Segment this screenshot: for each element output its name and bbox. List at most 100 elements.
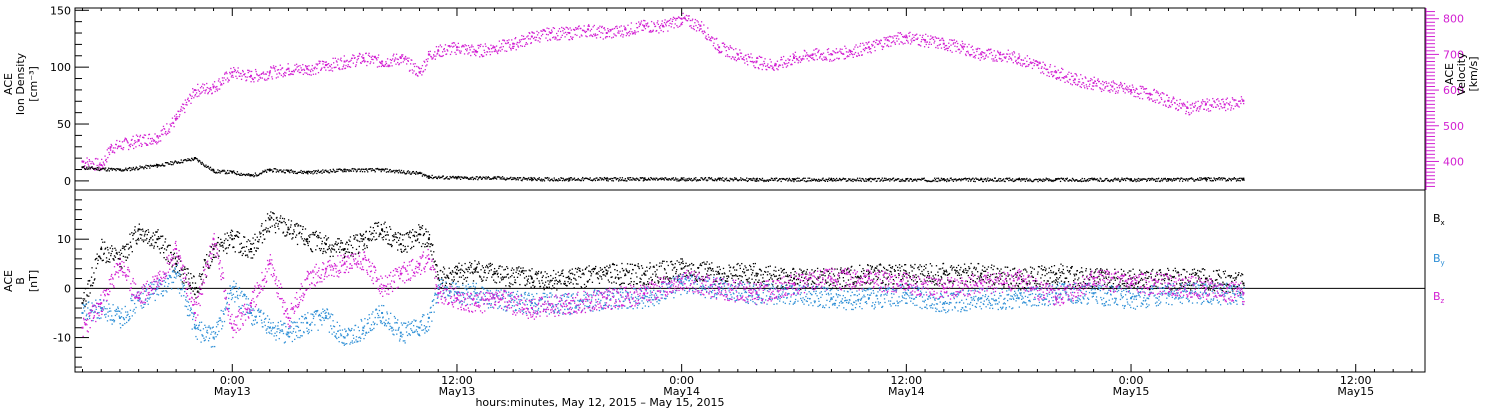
- velocity-sample: [505, 42, 507, 45]
- bx-sample: [427, 231, 429, 233]
- velocity-sample: [1195, 109, 1198, 112]
- velocity-sample: [368, 52, 370, 55]
- bx-sample: [268, 231, 271, 233]
- velocity-sample: [1021, 59, 1023, 61]
- density-sample: [615, 177, 617, 179]
- velocity-sample: [1012, 62, 1014, 64]
- bx-sample: [336, 244, 338, 246]
- velocity-sample: [130, 139, 133, 141]
- velocity-sample: [653, 22, 655, 24]
- density-sample: [568, 180, 570, 182]
- bx-sample: [123, 247, 125, 249]
- bx-sample: [285, 235, 287, 237]
- bx-sample: [248, 249, 250, 251]
- velocity-sample: [827, 51, 829, 53]
- velocity-sample: [940, 39, 942, 41]
- velocity-sample: [487, 47, 489, 49]
- density-sample: [1116, 178, 1118, 180]
- density-sample: [910, 178, 913, 181]
- velocity-sample: [291, 73, 293, 75]
- density-sample: [1214, 178, 1216, 180]
- bx-sample: [345, 251, 347, 253]
- density-sample: [488, 176, 490, 179]
- velocity-sample: [964, 53, 967, 55]
- bx-sample: [520, 271, 522, 273]
- velocity-sample: [881, 45, 883, 47]
- velocity-sample: [565, 26, 567, 28]
- velocity-sample: [1154, 99, 1156, 102]
- bx-sample: [220, 242, 222, 244]
- velocity-sample: [691, 19, 693, 22]
- velocity-sample: [354, 65, 357, 68]
- density-sample: [492, 177, 494, 179]
- density-sample: [501, 176, 504, 178]
- right-tick-label: 600: [1443, 84, 1464, 97]
- density-sample: [379, 168, 381, 170]
- bx-sample: [187, 268, 189, 270]
- velocity-sample: [539, 41, 541, 43]
- velocity-sample: [1008, 58, 1010, 60]
- density-sample: [1149, 178, 1152, 180]
- velocity-sample: [97, 168, 99, 170]
- density-sample: [955, 180, 958, 182]
- density-sample: [1021, 179, 1023, 181]
- velocity-sample: [1220, 105, 1222, 108]
- velocity-sample: [485, 54, 488, 56]
- bx-sample: [591, 269, 593, 271]
- velocity-sample: [606, 32, 608, 34]
- density-sample: [749, 178, 751, 180]
- bx-sample: [426, 245, 428, 248]
- velocity-sample: [1101, 88, 1103, 90]
- density-sample: [174, 160, 176, 162]
- density-sample: [104, 167, 107, 169]
- density-sample: [479, 175, 481, 178]
- velocity-sample: [903, 36, 905, 38]
- velocity-sample: [1080, 86, 1082, 89]
- density-sample: [546, 176, 549, 179]
- density-sample: [954, 178, 956, 181]
- density-sample: [687, 179, 689, 182]
- density-sample: [659, 178, 661, 180]
- density-sample: [1062, 177, 1065, 180]
- bx-sample: [255, 250, 257, 252]
- density-sample: [394, 170, 397, 172]
- density-sample: [650, 177, 653, 180]
- density-sample: [984, 179, 986, 181]
- velocity-sample: [601, 25, 603, 28]
- velocity-sample: [759, 56, 762, 58]
- velocity-sample: [978, 48, 981, 50]
- density-sample: [797, 180, 800, 182]
- velocity-sample: [362, 54, 364, 56]
- density-sample: [675, 178, 677, 180]
- density-sample: [163, 165, 165, 167]
- velocity-sample: [125, 138, 128, 140]
- velocity-sample: [739, 49, 741, 51]
- velocity-sample: [693, 28, 695, 31]
- bx-sample: [380, 223, 382, 226]
- density-sample: [782, 177, 785, 180]
- bx-sample: [147, 229, 149, 231]
- bx-sample: [599, 267, 602, 269]
- density-sample: [408, 172, 410, 174]
- density-sample: [1030, 180, 1032, 182]
- density-sample: [1148, 177, 1150, 180]
- density-sample: [86, 168, 89, 170]
- velocity-sample: [1044, 64, 1047, 67]
- density-sample: [791, 180, 793, 182]
- density-sample: [889, 180, 891, 182]
- density-sample: [1181, 180, 1184, 182]
- density-sample: [835, 180, 837, 182]
- density-sample: [639, 177, 642, 179]
- bx-sample: [506, 266, 508, 268]
- velocity-sample: [750, 61, 753, 63]
- velocity-sample: [729, 56, 731, 58]
- bx-sample: [84, 288, 87, 290]
- bx-sample: [560, 272, 563, 275]
- density-sample: [811, 178, 813, 180]
- density-sample: [407, 170, 409, 172]
- bx-sample: [133, 229, 136, 231]
- velocity-sample: [304, 65, 307, 67]
- density-sample: [283, 172, 286, 174]
- velocity-sample: [763, 60, 765, 63]
- velocity-sample: [394, 59, 396, 61]
